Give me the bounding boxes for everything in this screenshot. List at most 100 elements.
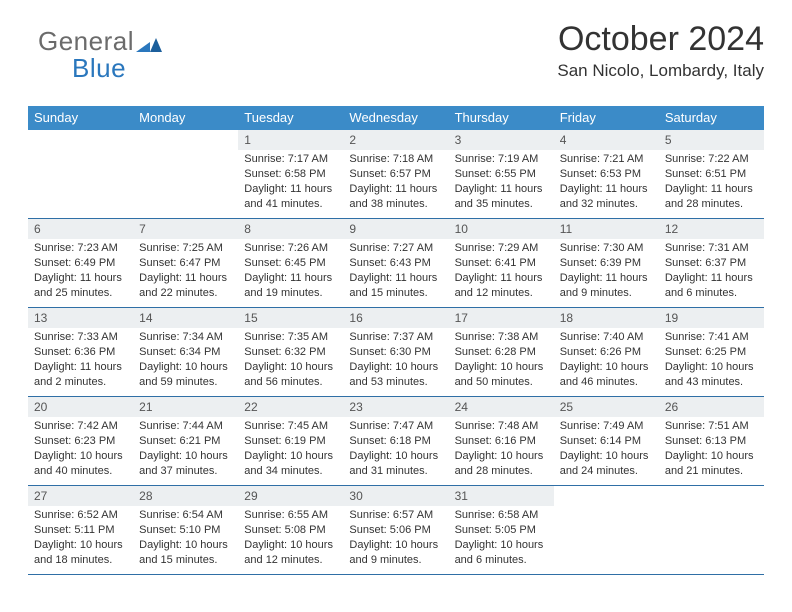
day-details: Sunrise: 6:58 AMSunset: 5:05 PMDaylight:… xyxy=(449,506,554,571)
day-daylight2: and 9 minutes. xyxy=(560,286,653,301)
day-number: 24 xyxy=(449,397,554,417)
day-cell: 8Sunrise: 7:26 AMSunset: 6:45 PMDaylight… xyxy=(238,219,343,307)
day-daylight2: and 15 minutes. xyxy=(349,286,442,301)
day-number: 23 xyxy=(343,397,448,417)
day-cell: 29Sunrise: 6:55 AMSunset: 5:08 PMDayligh… xyxy=(238,486,343,574)
day-details: Sunrise: 7:22 AMSunset: 6:51 PMDaylight:… xyxy=(659,150,764,215)
day-number: 13 xyxy=(28,308,133,328)
day-number: 9 xyxy=(343,219,448,239)
day-daylight2: and 9 minutes. xyxy=(349,553,442,568)
day-daylight2: and 37 minutes. xyxy=(139,464,232,479)
day-cell: 6Sunrise: 7:23 AMSunset: 6:49 PMDaylight… xyxy=(28,219,133,307)
day-cell: 14Sunrise: 7:34 AMSunset: 6:34 PMDayligh… xyxy=(133,308,238,396)
day-daylight2: and 22 minutes. xyxy=(139,286,232,301)
day-daylight1: Daylight: 11 hours xyxy=(560,182,653,197)
day-daylight1: Daylight: 10 hours xyxy=(349,538,442,553)
day-sunrise: Sunrise: 7:19 AM xyxy=(455,152,548,167)
day-sunrise: Sunrise: 7:17 AM xyxy=(244,152,337,167)
day-number: 11 xyxy=(554,219,659,239)
location-label: San Nicolo, Lombardy, Italy xyxy=(557,61,764,81)
day-sunrise: Sunrise: 7:51 AM xyxy=(665,419,758,434)
day-cell: 23Sunrise: 7:47 AMSunset: 6:18 PMDayligh… xyxy=(343,397,448,485)
dow-saturday: Saturday xyxy=(659,106,764,130)
day-daylight2: and 6 minutes. xyxy=(455,553,548,568)
day-daylight1: Daylight: 10 hours xyxy=(244,360,337,375)
day-details: Sunrise: 7:26 AMSunset: 6:45 PMDaylight:… xyxy=(238,239,343,304)
day-daylight2: and 25 minutes. xyxy=(34,286,127,301)
day-sunrise: Sunrise: 7:48 AM xyxy=(455,419,548,434)
day-number: 12 xyxy=(659,219,764,239)
day-cell: 11Sunrise: 7:30 AMSunset: 6:39 PMDayligh… xyxy=(554,219,659,307)
day-number: 28 xyxy=(133,486,238,506)
day-details: Sunrise: 7:38 AMSunset: 6:28 PMDaylight:… xyxy=(449,328,554,393)
day-cell: 4Sunrise: 7:21 AMSunset: 6:53 PMDaylight… xyxy=(554,130,659,218)
day-daylight1: Daylight: 11 hours xyxy=(455,182,548,197)
day-sunset: Sunset: 6:51 PM xyxy=(665,167,758,182)
day-sunset: Sunset: 6:16 PM xyxy=(455,434,548,449)
day-sunrise: Sunrise: 7:38 AM xyxy=(455,330,548,345)
day-cell: 1Sunrise: 7:17 AMSunset: 6:58 PMDaylight… xyxy=(238,130,343,218)
day-daylight1: Daylight: 11 hours xyxy=(349,271,442,286)
day-cell: 15Sunrise: 7:35 AMSunset: 6:32 PMDayligh… xyxy=(238,308,343,396)
day-sunset: Sunset: 6:58 PM xyxy=(244,167,337,182)
day-sunrise: Sunrise: 7:29 AM xyxy=(455,241,548,256)
day-number: 27 xyxy=(28,486,133,506)
week-row: 13Sunrise: 7:33 AMSunset: 6:36 PMDayligh… xyxy=(28,308,764,397)
day-sunset: Sunset: 5:08 PM xyxy=(244,523,337,538)
day-sunrise: Sunrise: 6:52 AM xyxy=(34,508,127,523)
day-cell: 2Sunrise: 7:18 AMSunset: 6:57 PMDaylight… xyxy=(343,130,448,218)
day-sunset: Sunset: 6:57 PM xyxy=(349,167,442,182)
day-daylight1: Daylight: 10 hours xyxy=(560,449,653,464)
day-sunset: Sunset: 6:19 PM xyxy=(244,434,337,449)
day-daylight1: Daylight: 10 hours xyxy=(349,360,442,375)
day-sunrise: Sunrise: 6:57 AM xyxy=(349,508,442,523)
day-details: Sunrise: 7:37 AMSunset: 6:30 PMDaylight:… xyxy=(343,328,448,393)
day-details: Sunrise: 7:21 AMSunset: 6:53 PMDaylight:… xyxy=(554,150,659,215)
day-daylight2: and 21 minutes. xyxy=(665,464,758,479)
day-details: Sunrise: 7:30 AMSunset: 6:39 PMDaylight:… xyxy=(554,239,659,304)
day-daylight1: Daylight: 10 hours xyxy=(665,449,758,464)
day-daylight2: and 12 minutes. xyxy=(455,286,548,301)
day-number: 5 xyxy=(659,130,764,150)
day-daylight1: Daylight: 10 hours xyxy=(34,449,127,464)
day-number: 30 xyxy=(343,486,448,506)
day-sunrise: Sunrise: 7:23 AM xyxy=(34,241,127,256)
day-details: Sunrise: 7:19 AMSunset: 6:55 PMDaylight:… xyxy=(449,150,554,215)
day-number xyxy=(28,130,133,134)
day-sunrise: Sunrise: 7:47 AM xyxy=(349,419,442,434)
day-number: 19 xyxy=(659,308,764,328)
day-sunset: Sunset: 6:34 PM xyxy=(139,345,232,360)
week-row: 27Sunrise: 6:52 AMSunset: 5:11 PMDayligh… xyxy=(28,486,764,575)
day-daylight2: and 46 minutes. xyxy=(560,375,653,390)
day-number: 4 xyxy=(554,130,659,150)
day-daylight2: and 43 minutes. xyxy=(665,375,758,390)
day-cell: 10Sunrise: 7:29 AMSunset: 6:41 PMDayligh… xyxy=(449,219,554,307)
day-daylight2: and 2 minutes. xyxy=(34,375,127,390)
day-daylight2: and 28 minutes. xyxy=(665,197,758,212)
day-cell: 5Sunrise: 7:22 AMSunset: 6:51 PMDaylight… xyxy=(659,130,764,218)
day-daylight1: Daylight: 11 hours xyxy=(34,360,127,375)
day-details: Sunrise: 7:25 AMSunset: 6:47 PMDaylight:… xyxy=(133,239,238,304)
week-row: 1Sunrise: 7:17 AMSunset: 6:58 PMDaylight… xyxy=(28,130,764,219)
day-details: Sunrise: 7:45 AMSunset: 6:19 PMDaylight:… xyxy=(238,417,343,482)
day-daylight2: and 40 minutes. xyxy=(34,464,127,479)
day-daylight1: Daylight: 11 hours xyxy=(665,271,758,286)
day-sunset: Sunset: 5:10 PM xyxy=(139,523,232,538)
day-cell: 3Sunrise: 7:19 AMSunset: 6:55 PMDaylight… xyxy=(449,130,554,218)
day-details: Sunrise: 7:31 AMSunset: 6:37 PMDaylight:… xyxy=(659,239,764,304)
day-details: Sunrise: 6:55 AMSunset: 5:08 PMDaylight:… xyxy=(238,506,343,571)
day-sunrise: Sunrise: 7:35 AM xyxy=(244,330,337,345)
day-details: Sunrise: 7:40 AMSunset: 6:26 PMDaylight:… xyxy=(554,328,659,393)
day-details: Sunrise: 7:18 AMSunset: 6:57 PMDaylight:… xyxy=(343,150,448,215)
day-number: 22 xyxy=(238,397,343,417)
month-title: October 2024 xyxy=(557,20,764,59)
day-daylight1: Daylight: 11 hours xyxy=(665,182,758,197)
day-number: 29 xyxy=(238,486,343,506)
day-sunset: Sunset: 6:37 PM xyxy=(665,256,758,271)
day-sunset: Sunset: 6:23 PM xyxy=(34,434,127,449)
day-details: Sunrise: 7:41 AMSunset: 6:25 PMDaylight:… xyxy=(659,328,764,393)
day-sunrise: Sunrise: 7:40 AM xyxy=(560,330,653,345)
day-sunrise: Sunrise: 7:41 AM xyxy=(665,330,758,345)
week-row: 6Sunrise: 7:23 AMSunset: 6:49 PMDaylight… xyxy=(28,219,764,308)
day-number: 15 xyxy=(238,308,343,328)
